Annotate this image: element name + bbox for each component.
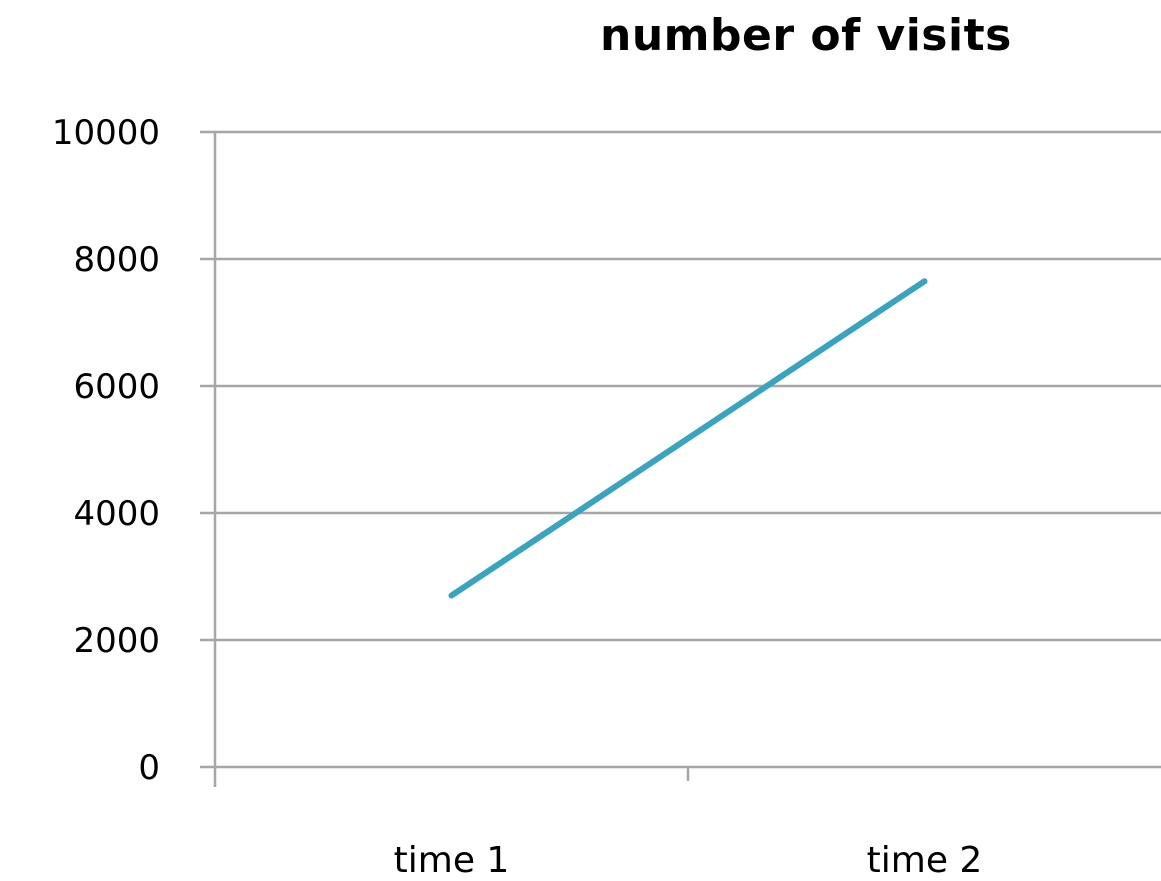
y-tick-label: 2000 [73, 621, 160, 661]
y-tick-label: 0 [138, 748, 160, 788]
y-tick-label: 4000 [73, 494, 160, 534]
y-tick-label: 8000 [73, 240, 160, 280]
y-tick-label: 6000 [73, 367, 160, 407]
x-tick-label: time 1 [394, 840, 510, 877]
y-tick-label: 10000 [52, 113, 160, 153]
x-tick-label: time 2 [867, 840, 983, 877]
chart-title: number of visits [600, 10, 1100, 61]
series-line [452, 281, 925, 595]
